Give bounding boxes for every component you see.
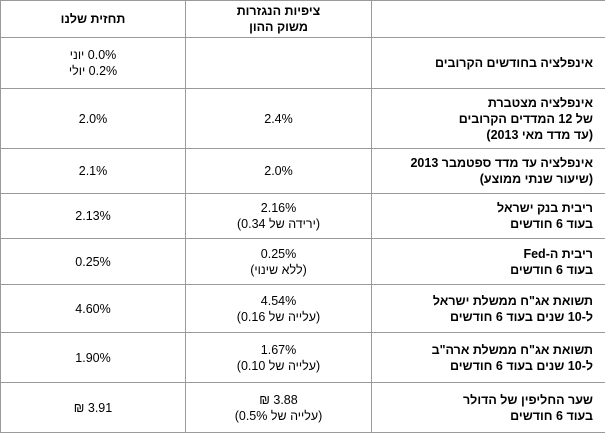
label-line: אינפלציה בחודשים הקרובים [376, 55, 593, 71]
market-expectation-cell: 2.4% [186, 89, 372, 149]
label-line: של 12 המדדים הקרובים [376, 111, 593, 127]
our-forecast-cell: 3.91 ₪ [1, 383, 186, 433]
label-line: ל-10 שנים בעוד 6 חודשים [376, 309, 593, 325]
cell-line: 2.4% [190, 111, 367, 127]
header-market-line: ציפיות הנגזרות [190, 3, 367, 19]
label-line: תשואת אג"ח ממשלת ישראל [376, 293, 593, 309]
label-line: אינפלציה מצטברת [376, 95, 593, 111]
table-row: 3.91 ₪ 3.88 ₪ (עלייה של 0.5%) שער החליפי… [1, 383, 605, 433]
market-expectation-cell: 0.25% (ללא שינוי) [186, 239, 372, 285]
market-expectation-cell: 1.67% (עלייה של 0.10) [186, 333, 372, 383]
label-line: אינפלציה עד מדד ספטמבר 2013 [376, 155, 593, 171]
cell-line: (עלייה של 0.10) [190, 358, 367, 374]
our-forecast-cell: 2.0% [1, 89, 186, 149]
label-line: ריבית בנק ישראל [376, 200, 593, 216]
cell-line: 0.0% יוני [5, 47, 181, 63]
header-our-forecast: תחזית שלנו [1, 1, 186, 38]
header-label [372, 1, 605, 38]
row-label-cell: אינפלציה בחודשים הקרובים [372, 38, 605, 89]
row-label-cell: אינפלציה מצטברת של 12 המדדים הקרובים (עד… [372, 89, 605, 149]
cell-line: 0.25% [5, 254, 181, 270]
table-row: 0.25% 0.25% (ללא שינוי) ריבית ה-Fed בעוד… [1, 239, 605, 285]
market-expectation-cell: 2.16% (ירידה של 0.34) [186, 194, 372, 239]
cell-line: (עלייה של 0.16) [190, 309, 367, 325]
our-forecast-cell: 2.13% [1, 194, 186, 239]
cell-line: 1.90% [5, 350, 181, 366]
cell-line: 2.0% [190, 163, 367, 179]
table-row: 2.13% 2.16% (ירידה של 0.34) ריבית בנק יש… [1, 194, 605, 239]
cell-line: (עלייה של 0.5%) [190, 408, 367, 424]
cell-line: 2.13% [5, 208, 181, 224]
cell-line: (ירידה של 0.34) [190, 216, 367, 232]
cell-line: 3.88 ₪ [190, 392, 367, 408]
cell-line: 2.1% [5, 163, 181, 179]
row-label-cell: ריבית ה-Fed בעוד 6 חודשים [372, 239, 605, 285]
label-line: תשואת אג"ח ממשלת ארה"ב [376, 342, 593, 358]
cell-line: 0.25% [190, 246, 367, 262]
label-line: שער החליפין של הדולר [376, 392, 593, 408]
our-forecast-cell: 1.90% [1, 333, 186, 383]
label-line: ריבית ה-Fed [376, 246, 593, 262]
cell-line: 2.16% [190, 200, 367, 216]
cell-line: 4.54% [190, 293, 367, 309]
table-row: 1.90% 1.67% (עלייה של 0.10) תשואת אג"ח מ… [1, 333, 605, 383]
cell-line: 0.2% יולי [5, 63, 181, 79]
row-label-cell: אינפלציה עד מדד ספטמבר 2013 (שיעור שנתי … [372, 149, 605, 194]
cell-line: 3.91 ₪ [5, 400, 181, 416]
cell-line: 2.0% [5, 111, 181, 127]
label-line: בעוד 6 חודשים [376, 216, 593, 232]
row-label-cell: תשואת אג"ח ממשלת ישראל ל-10 שנים בעוד 6 … [372, 285, 605, 333]
label-line: (עד מדד מאי 2013) [376, 127, 593, 143]
label-line: בעוד 6 חודשים [376, 262, 593, 278]
table-row: 0.0% יוני 0.2% יולי אינפלציה בחודשים הקר… [1, 38, 605, 89]
header-market-expectations: ציפיות הנגזרות משוק ההון [186, 1, 372, 38]
row-label-cell: תשואת אג"ח ממשלת ארה"ב ל-10 שנים בעוד 6 … [372, 333, 605, 383]
market-expectation-cell: 4.54% (עלייה של 0.16) [186, 285, 372, 333]
table-row: 4.60% 4.54% (עלייה של 0.16) תשואת אג"ח מ… [1, 285, 605, 333]
label-line: בעוד 6 חודשים [376, 408, 593, 424]
cell-line: 1.67% [190, 342, 367, 358]
header-market-line: משוק ההון [190, 19, 367, 35]
market-expectation-cell [186, 38, 372, 89]
table-row: 2.1% 2.0% אינפלציה עד מדד ספטמבר 2013 (ש… [1, 149, 605, 194]
market-expectation-cell: 2.0% [186, 149, 372, 194]
cell-line: 4.60% [5, 301, 181, 317]
cell-line: (ללא שינוי) [190, 262, 367, 278]
header-row: תחזית שלנו ציפיות הנגזרות משוק ההון [1, 1, 605, 38]
label-line: ל-10 שנים בעוד 6 חודשים [376, 358, 593, 374]
table-row: 2.0% 2.4% אינפלציה מצטברת של 12 המדדים ה… [1, 89, 605, 149]
our-forecast-cell: 0.25% [1, 239, 186, 285]
label-line: (שיעור שנתי ממוצע) [376, 171, 593, 187]
market-expectation-cell: 3.88 ₪ (עלייה של 0.5%) [186, 383, 372, 433]
our-forecast-cell: 0.0% יוני 0.2% יולי [1, 38, 186, 89]
our-forecast-cell: 2.1% [1, 149, 186, 194]
row-label-cell: שער החליפין של הדולר בעוד 6 חודשים [372, 383, 605, 433]
row-label-cell: ריבית בנק ישראל בעוד 6 חודשים [372, 194, 605, 239]
our-forecast-cell: 4.60% [1, 285, 186, 333]
